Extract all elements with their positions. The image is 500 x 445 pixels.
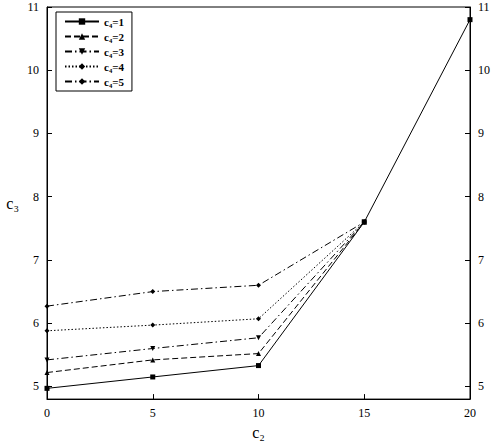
- svg-text:7: 7: [33, 253, 39, 267]
- svg-text:5: 5: [150, 406, 156, 420]
- svg-text:6: 6: [33, 316, 39, 330]
- svg-text:9: 9: [478, 126, 484, 140]
- svg-text:10: 10: [253, 406, 265, 420]
- svg-text:9: 9: [33, 126, 39, 140]
- svg-text:11: 11: [478, 0, 490, 14]
- svg-text:c₄=2: c₄=2: [104, 31, 124, 43]
- svg-text:15: 15: [358, 406, 370, 420]
- svg-text:c₄=4: c₄=4: [104, 61, 124, 73]
- svg-text:c₄=5: c₄=5: [104, 76, 124, 88]
- svg-text:c₄=3: c₄=3: [104, 46, 124, 58]
- svg-text:c₄=1: c₄=1: [104, 16, 124, 28]
- svg-text:0: 0: [44, 406, 50, 420]
- svg-text:11: 11: [27, 0, 39, 14]
- svg-text:c₃: c₃: [6, 195, 19, 212]
- svg-text:c₂: c₂: [252, 424, 265, 441]
- svg-text:8: 8: [33, 190, 39, 204]
- svg-text:6: 6: [478, 316, 484, 330]
- svg-text:8: 8: [478, 190, 484, 204]
- svg-text:10: 10: [27, 63, 39, 77]
- svg-text:10: 10: [478, 63, 490, 77]
- svg-text:20: 20: [464, 406, 476, 420]
- svg-text:7: 7: [478, 253, 484, 267]
- svg-text:5: 5: [33, 379, 39, 393]
- svg-text:5: 5: [478, 379, 484, 393]
